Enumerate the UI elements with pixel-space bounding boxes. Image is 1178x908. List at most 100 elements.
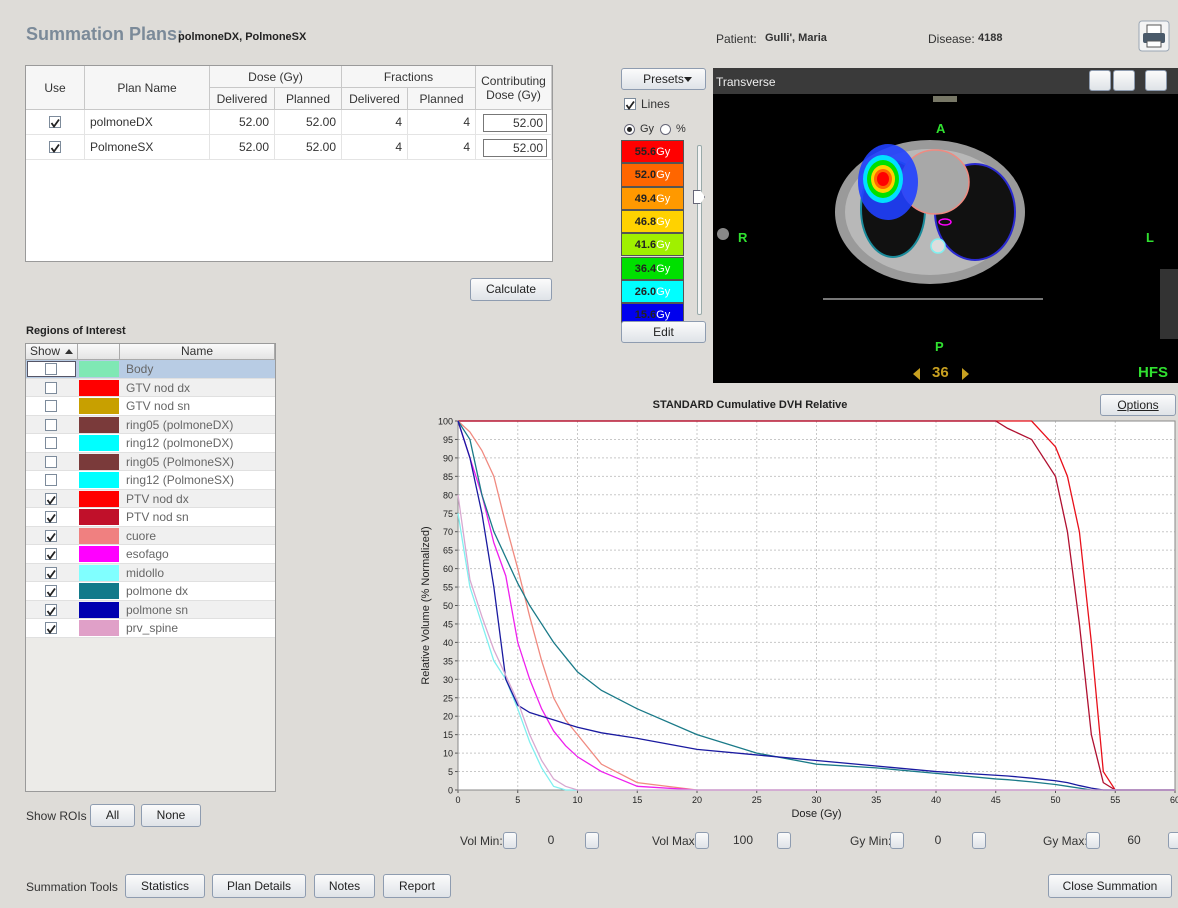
- isodose-unit: Gy: [656, 309, 670, 321]
- spinner-inc[interactable]: [1168, 832, 1178, 849]
- dose-delivered: 52.00: [210, 135, 275, 160]
- print-icon[interactable]: [1138, 20, 1170, 52]
- spinner-label: Gy Max:: [1043, 834, 1088, 848]
- radio[interactable]: [660, 124, 671, 135]
- roi-checkbox[interactable]: [45, 530, 57, 542]
- fx-planned: 4: [408, 135, 476, 160]
- roi-title: Regions of Interest: [26, 325, 126, 337]
- radio[interactable]: [624, 124, 635, 135]
- roi-color: [79, 454, 119, 470]
- contrib-input[interactable]: 52.00: [483, 114, 547, 132]
- tool-button[interactable]: Plan Details: [212, 874, 306, 898]
- spinner-value[interactable]: 0: [906, 832, 970, 849]
- roi-checkbox[interactable]: [45, 363, 57, 375]
- spinner-inc[interactable]: [777, 832, 791, 849]
- plan-name: polmoneDX: [85, 110, 210, 135]
- isodose-unit: Gy: [656, 263, 670, 275]
- roi-checkbox[interactable]: [45, 604, 57, 616]
- calculate-button[interactable]: Calculate: [470, 278, 552, 301]
- spinner-value[interactable]: 0: [519, 832, 583, 849]
- roi-checkbox[interactable]: [45, 548, 57, 560]
- roi-checkbox[interactable]: [45, 511, 57, 523]
- zoom-icon[interactable]: [717, 228, 729, 240]
- prev-button[interactable]: [1089, 70, 1111, 91]
- close-button[interactable]: Close Summation: [1048, 874, 1172, 898]
- roi-checkbox[interactable]: [45, 437, 57, 449]
- next-button[interactable]: [1113, 70, 1135, 91]
- presets-button[interactable]: Presets: [621, 68, 706, 90]
- maximize-button[interactable]: [1145, 70, 1167, 91]
- options-button[interactable]: Options: [1100, 394, 1176, 416]
- plan-names: polmoneDX, PolmoneSX: [178, 31, 306, 43]
- x-tick-label: 15: [632, 795, 642, 805]
- none-button[interactable]: None: [141, 804, 201, 827]
- y-tick-label: 55: [443, 583, 453, 593]
- y-tick-label: 75: [443, 509, 453, 519]
- slider-thumb[interactable]: [693, 190, 705, 204]
- roi-checkbox[interactable]: [45, 456, 57, 468]
- x-tick-label: 50: [1050, 795, 1060, 805]
- dvh-chart: STANDARD Cumulative DVH Relative05101520…: [400, 394, 1178, 826]
- spinner-label: Vol Min:: [460, 834, 503, 848]
- name-header[interactable]: Name: [120, 344, 275, 360]
- radio-dot: [627, 127, 632, 132]
- roi-checkbox[interactable]: [45, 493, 57, 505]
- roi-name: ring12 (PolmoneSX): [126, 473, 234, 487]
- spinner-value[interactable]: 60: [1102, 832, 1166, 849]
- tools-label: Summation Tools: [26, 880, 118, 894]
- isodose-level: 41.6Gy: [621, 233, 684, 256]
- col-header: Plan Name: [85, 66, 210, 110]
- roi-checkbox[interactable]: [45, 382, 57, 394]
- image-viewer: [713, 68, 1178, 383]
- spinner-dec[interactable]: [890, 832, 904, 849]
- spinner-inc[interactable]: [972, 832, 986, 849]
- chart-title: STANDARD Cumulative DVH Relative: [653, 399, 848, 411]
- tick: [48, 607, 56, 614]
- x-tick-label: 40: [931, 795, 941, 805]
- x-axis-label: Dose (Gy): [791, 808, 841, 820]
- edit-button[interactable]: Edit: [621, 321, 706, 343]
- roi-checkbox[interactable]: [45, 567, 57, 579]
- use-checkbox[interactable]: [49, 141, 61, 153]
- lines-checkbox[interactable]: [624, 98, 636, 110]
- spinner-inc[interactable]: [585, 832, 599, 849]
- tool-button[interactable]: Statistics: [125, 874, 205, 898]
- tool-button[interactable]: Report: [383, 874, 451, 898]
- roi-name: GTV nod dx: [126, 381, 190, 395]
- y-tick-label: 25: [443, 693, 453, 703]
- spinner-dec[interactable]: [503, 832, 517, 849]
- slice-next[interactable]: [962, 368, 969, 380]
- use-checkbox[interactable]: [49, 116, 61, 128]
- spinner-value[interactable]: 100: [711, 832, 775, 849]
- sort-arrow: [65, 349, 73, 354]
- slice-prev[interactable]: [913, 368, 920, 380]
- unit-pct: %: [676, 123, 686, 135]
- isodose-level: 52.0Gy: [621, 163, 684, 186]
- roi-checkbox[interactable]: [45, 585, 57, 597]
- isodose-dose: 15.6: [635, 309, 656, 321]
- all-button[interactable]: All: [90, 804, 135, 827]
- roi-color: [79, 583, 119, 599]
- roi-checkbox[interactable]: [45, 474, 57, 486]
- roi-name: PTV nod sn: [126, 510, 189, 524]
- col-header: Fractions: [342, 66, 476, 88]
- isodose-level: 36.4Gy: [621, 257, 684, 280]
- slice-number: 36: [932, 364, 949, 381]
- y-tick-label: 50: [443, 601, 453, 611]
- roi-color: [79, 509, 119, 525]
- roi-checkbox[interactable]: [45, 622, 57, 634]
- roi-name: cuore: [126, 529, 156, 543]
- roi-checkbox[interactable]: [45, 419, 57, 431]
- dose-slider[interactable]: [697, 145, 702, 315]
- roi-checkbox[interactable]: [45, 400, 57, 412]
- presets-arrow[interactable]: [684, 77, 692, 82]
- spinner-dec[interactable]: [1086, 832, 1100, 849]
- spinner-dec[interactable]: [695, 832, 709, 849]
- isodose-dose: 46.8: [635, 216, 656, 228]
- contrib-input[interactable]: 52.00: [483, 139, 547, 157]
- roi-color: [79, 620, 119, 636]
- tool-button[interactable]: Notes: [314, 874, 375, 898]
- plan-name: PolmoneSX: [85, 135, 210, 160]
- check-mark: [46, 495, 56, 505]
- y-tick-label: 60: [443, 564, 453, 574]
